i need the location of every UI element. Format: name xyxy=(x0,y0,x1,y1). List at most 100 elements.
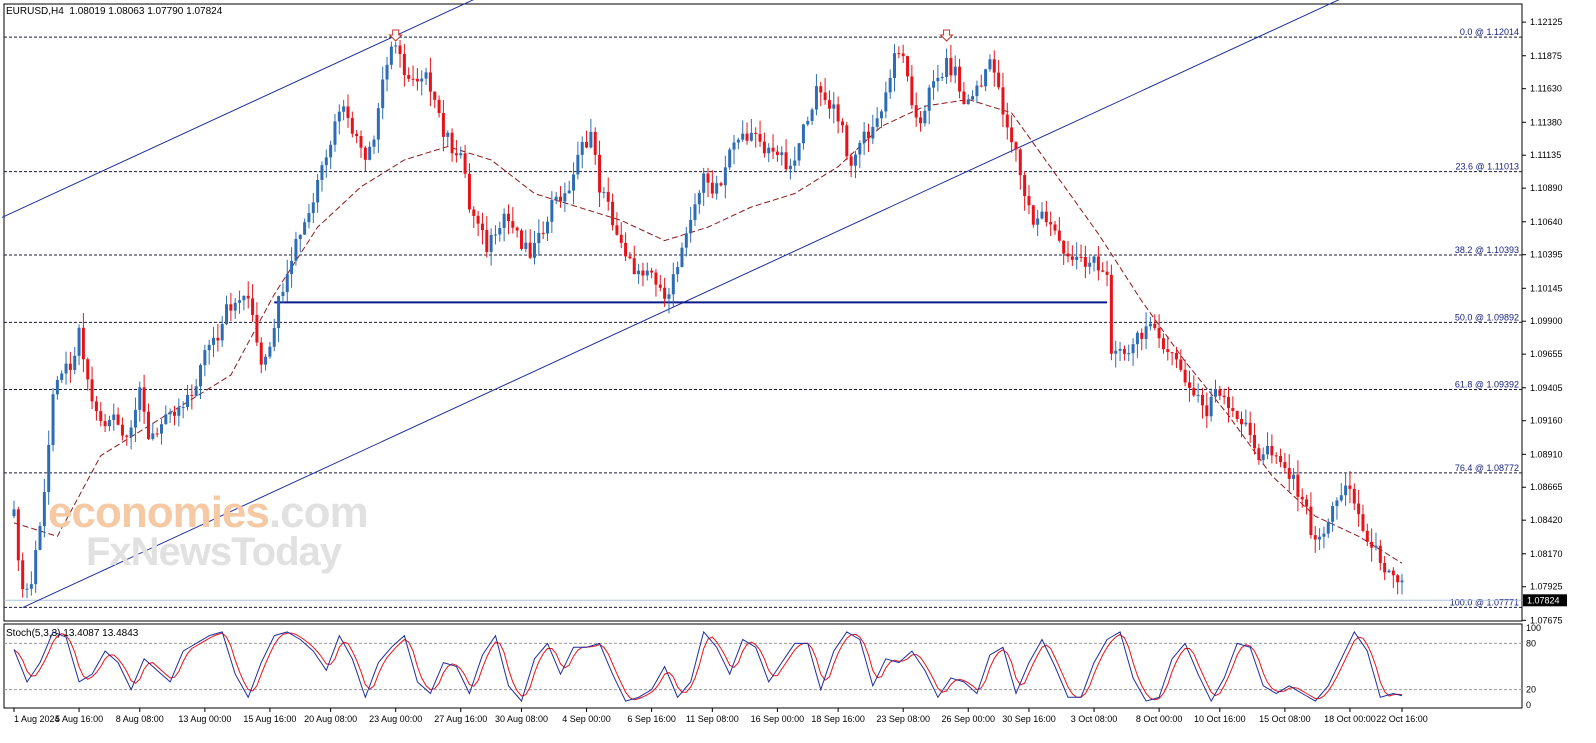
candle-body xyxy=(281,292,285,297)
candle-body xyxy=(671,274,675,295)
candle-body xyxy=(1088,262,1092,267)
candle-body xyxy=(220,324,224,341)
candle-body xyxy=(758,133,762,142)
candle-body xyxy=(533,243,536,258)
y-tick-label: 1.09405 xyxy=(1530,383,1563,393)
candle-body xyxy=(1101,270,1105,272)
candle-body xyxy=(797,143,801,161)
candle-body xyxy=(73,355,77,370)
candle-body xyxy=(1391,570,1395,576)
candle-body xyxy=(906,56,910,77)
candle-body xyxy=(268,346,272,357)
candle-body xyxy=(1257,448,1261,460)
candle-body xyxy=(654,272,658,285)
candle-body xyxy=(537,232,541,244)
candle-body xyxy=(593,131,597,155)
candle-body xyxy=(1352,488,1356,504)
candle-body xyxy=(86,359,90,380)
candle-body xyxy=(450,132,454,154)
candle-body xyxy=(1248,422,1252,435)
candle-body xyxy=(476,215,480,224)
candle-body xyxy=(1357,503,1361,515)
fib-label: 38.2 @ 1.10393 xyxy=(1455,245,1519,255)
candle-body xyxy=(303,222,307,235)
upper-channel-line xyxy=(1,0,474,218)
candle-body xyxy=(60,373,64,380)
candle-body xyxy=(1023,175,1027,197)
candle-body xyxy=(181,407,185,409)
candle-body xyxy=(1161,338,1165,350)
current-price-box xyxy=(1523,594,1567,607)
candle-body xyxy=(897,53,901,55)
stoch-header: Stoch(5,3,3) 13.4087 13.4843 xyxy=(6,628,139,639)
watermark-part1: economies xyxy=(48,488,270,537)
candle-body xyxy=(1049,222,1053,225)
candle-body xyxy=(1066,253,1070,257)
candle-body xyxy=(146,411,150,439)
candle-body xyxy=(428,72,432,92)
candle-body xyxy=(55,379,59,395)
stoch-axis-label: 0 xyxy=(1526,700,1531,710)
x-tick-label: 27 Aug 16:00 xyxy=(434,714,487,724)
candle-body xyxy=(1183,369,1187,383)
candle-body xyxy=(194,386,198,396)
candle-body xyxy=(1053,224,1057,231)
candle-body xyxy=(984,69,988,87)
candle-body xyxy=(589,131,593,148)
candle-body xyxy=(251,298,255,315)
candle-body xyxy=(1270,445,1274,456)
candle-body xyxy=(1109,274,1113,354)
lower-channel-line xyxy=(22,0,1340,609)
x-tick-label: 13 Aug 00:00 xyxy=(178,714,231,724)
candle-body xyxy=(1057,230,1061,241)
candle-body xyxy=(290,260,294,275)
candle-body xyxy=(372,139,376,147)
candle-body xyxy=(554,196,558,200)
candle-body xyxy=(962,91,966,105)
candle-body xyxy=(116,414,120,425)
candle-body xyxy=(546,221,550,234)
candle-body xyxy=(1031,205,1035,225)
candle-body xyxy=(780,152,784,156)
candle-body xyxy=(1274,455,1278,457)
candle-body xyxy=(966,99,970,105)
candle-body xyxy=(316,179,320,203)
candle-body xyxy=(576,154,580,175)
candle-body xyxy=(849,156,853,166)
trendlines xyxy=(1,0,1340,609)
candle-body xyxy=(741,133,745,140)
candle-body xyxy=(645,270,649,276)
candle-body xyxy=(1144,326,1148,339)
x-tick-label: 6 Sep 16:00 xyxy=(627,714,676,724)
candle-body xyxy=(415,78,419,82)
candle-body xyxy=(528,242,532,258)
candle-body xyxy=(1010,127,1014,143)
candle-body xyxy=(1135,332,1139,345)
candle-body xyxy=(1283,462,1287,469)
candle-body xyxy=(489,234,493,253)
candle-body xyxy=(337,111,341,122)
candle-body xyxy=(1309,506,1313,536)
candle-body xyxy=(1322,533,1326,537)
candle-body xyxy=(979,85,983,87)
candle-body xyxy=(454,153,458,156)
candle-body xyxy=(572,174,576,191)
candle-body xyxy=(1092,256,1096,263)
candle-body xyxy=(1253,434,1257,449)
candle-body xyxy=(524,242,528,249)
candle-body xyxy=(212,337,216,345)
y-tick-label: 1.09655 xyxy=(1530,349,1563,359)
candle-body xyxy=(12,509,16,517)
candle-body xyxy=(949,57,953,76)
candle-body xyxy=(919,117,923,124)
candle-body xyxy=(1287,468,1291,479)
x-tick-label: 30 Sep 16:00 xyxy=(1002,714,1056,724)
candles xyxy=(12,40,1404,599)
fib-label: 61.8 @ 1.09392 xyxy=(1455,380,1519,390)
candle-body xyxy=(580,142,584,155)
candle-body xyxy=(1187,382,1191,388)
candle-body xyxy=(936,77,940,82)
candle-body xyxy=(771,147,775,152)
candle-body xyxy=(858,142,862,155)
